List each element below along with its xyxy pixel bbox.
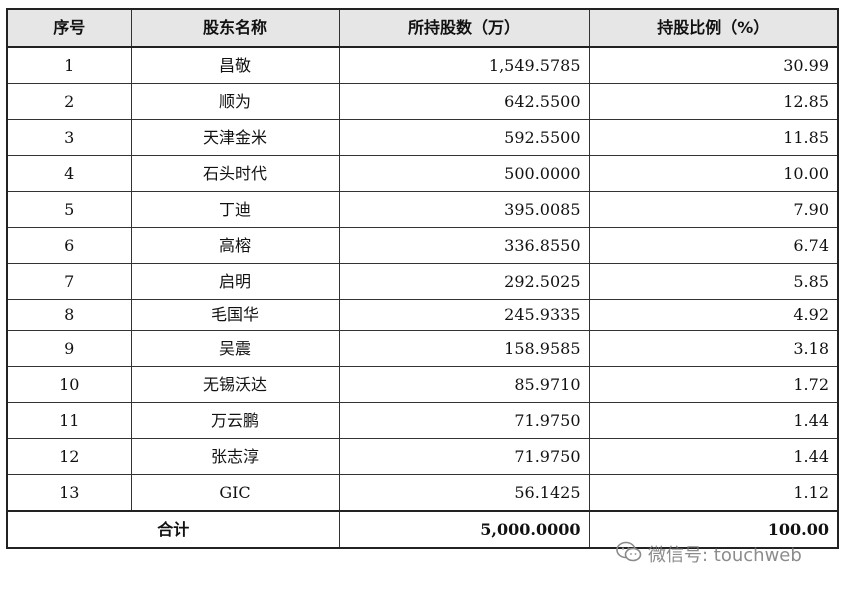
row-ratio: 10.00: [588, 155, 839, 192]
row-name: 万云鹏: [130, 402, 340, 439]
total-row: 合计 5,000.0000 100.00: [6, 510, 839, 549]
table-row: 3 天津金米 592.5500 11.85: [6, 119, 839, 156]
row-index: 3: [6, 119, 132, 156]
row-ratio: 11.85: [588, 119, 839, 156]
row-name: 丁迪: [130, 191, 340, 228]
total-label: 合计: [6, 510, 340, 549]
row-ratio: 12.85: [588, 83, 839, 120]
table-row: 12 张志淳 71.9750 1.44: [6, 438, 839, 475]
row-index: 7: [6, 263, 132, 300]
row-ratio: 4.92: [588, 299, 839, 331]
table-row: 9 吴震 158.9585 3.18: [6, 330, 839, 367]
table-row: 13 GIC 56.1425 1.12: [6, 474, 839, 512]
row-index: 2: [6, 83, 132, 120]
row-ratio: 3.18: [588, 330, 839, 367]
watermark-text: 微信号: touchweb: [648, 545, 802, 566]
row-index: 4: [6, 155, 132, 192]
row-shares: 71.9750: [338, 402, 590, 439]
row-index: 10: [6, 366, 132, 403]
row-ratio: 7.90: [588, 191, 839, 228]
row-name: 张志淳: [130, 438, 340, 475]
row-name: 高榕: [130, 227, 340, 264]
row-shares: 336.8550: [338, 227, 590, 264]
row-index: 1: [6, 46, 132, 84]
row-shares: 56.1425: [338, 474, 590, 512]
row-name: 无锡沃达: [130, 366, 340, 403]
row-ratio: 5.85: [588, 263, 839, 300]
table-row: 7 启明 292.5025 5.85: [6, 263, 839, 300]
total-ratio: 100.00: [588, 510, 839, 549]
table-row: 1 昌敬 1,549.5785 30.99: [6, 46, 839, 84]
table-row: 6 高榕 336.8550 6.74: [6, 227, 839, 264]
table-row: 8 毛国华 245.9335 4.92: [6, 299, 839, 331]
watermark: 微信号: touchweb: [616, 541, 802, 568]
row-index: 11: [6, 402, 132, 439]
row-index: 13: [6, 474, 132, 512]
row-name: 石头时代: [130, 155, 340, 192]
row-shares: 292.5025: [338, 263, 590, 300]
header-shares: 所持股数（万）: [338, 8, 590, 48]
row-shares: 71.9750: [338, 438, 590, 475]
table-row: 10 无锡沃达 85.9710 1.72: [6, 366, 839, 403]
row-index: 6: [6, 227, 132, 264]
row-index: 8: [6, 299, 132, 331]
total-shares: 5,000.0000: [338, 510, 590, 549]
row-index: 12: [6, 438, 132, 475]
row-name: 吴震: [130, 330, 340, 367]
table-row: 11 万云鹏 71.9750 1.44: [6, 402, 839, 439]
row-shares: 245.9335: [338, 299, 590, 331]
wechat-icon: [616, 541, 642, 568]
row-shares: 395.0085: [338, 191, 590, 228]
shareholder-table: 序号 股东名称 所持股数（万） 持股比例（%） 1 昌敬 1,549.5785 …: [6, 8, 839, 549]
row-name: 毛国华: [130, 299, 340, 331]
row-shares: 1,549.5785: [338, 46, 590, 84]
row-shares: 158.9585: [338, 330, 590, 367]
table-row: 4 石头时代 500.0000 10.00: [6, 155, 839, 192]
table-row: 2 顺为 642.5500 12.85: [6, 83, 839, 120]
row-name: 昌敬: [130, 46, 340, 84]
header-row: 序号 股东名称 所持股数（万） 持股比例（%）: [6, 8, 839, 48]
row-name: 天津金米: [130, 119, 340, 156]
row-name: 启明: [130, 263, 340, 300]
row-index: 9: [6, 330, 132, 367]
table-row: 5 丁迪 395.0085 7.90: [6, 191, 839, 228]
header-name: 股东名称: [130, 8, 340, 48]
row-ratio: 1.44: [588, 438, 839, 475]
row-name: GIC: [130, 474, 340, 512]
row-ratio: 6.74: [588, 227, 839, 264]
row-ratio: 1.44: [588, 402, 839, 439]
row-shares: 592.5500: [338, 119, 590, 156]
row-ratio: 1.12: [588, 474, 839, 512]
header-ratio: 持股比例（%）: [588, 8, 839, 48]
row-shares: 642.5500: [338, 83, 590, 120]
header-index: 序号: [6, 8, 132, 48]
row-ratio: 30.99: [588, 46, 839, 84]
row-index: 5: [6, 191, 132, 228]
row-ratio: 1.72: [588, 366, 839, 403]
row-name: 顺为: [130, 83, 340, 120]
row-shares: 85.9710: [338, 366, 590, 403]
row-shares: 500.0000: [338, 155, 590, 192]
